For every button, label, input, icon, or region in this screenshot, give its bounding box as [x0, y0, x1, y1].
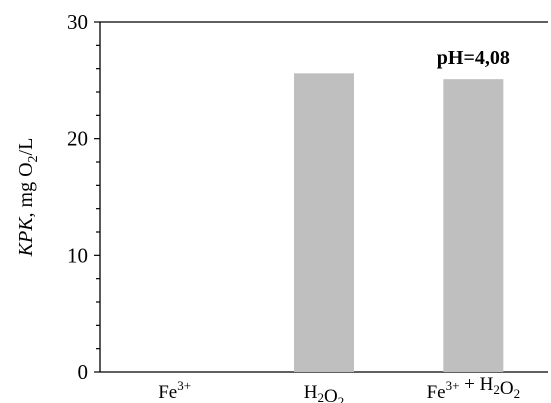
y-tick-label: 20: [67, 127, 88, 151]
ph-annotation: pH=4,08: [437, 47, 510, 69]
y-axis-ticks: 0 10 20 30: [67, 10, 100, 384]
y-tick-label: 10: [67, 243, 88, 267]
x-tick-label-2: Fe3+ + H2O2: [427, 374, 521, 403]
bar-2: [443, 79, 504, 373]
bar-1: [294, 73, 354, 372]
y-axis-label: KPK, mg O2/L: [15, 138, 41, 258]
x-axis-labels: Fe3+ H2O2 Fe3+ + H2O2: [158, 374, 520, 403]
y-tick-label: 30: [67, 10, 88, 34]
x-tick-label-1: H2O2: [304, 382, 344, 403]
bars: [294, 73, 504, 373]
y-tick-label: 0: [78, 360, 89, 384]
x-tick-label-0: Fe3+: [158, 378, 191, 403]
